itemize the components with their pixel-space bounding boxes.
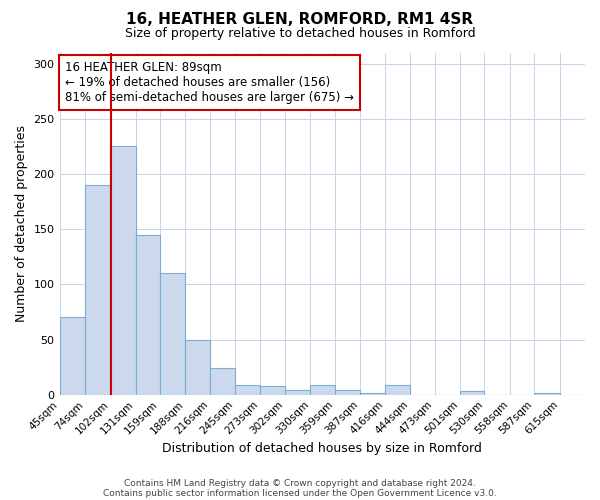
Bar [160, 274, 185, 394]
X-axis label: Distribution of detached houses by size in Romford: Distribution of detached houses by size … [163, 442, 482, 455]
Bar [361, 392, 385, 394]
Y-axis label: Number of detached properties: Number of detached properties [15, 125, 28, 322]
Bar [185, 340, 210, 394]
Text: 16 HEATHER GLEN: 89sqm
← 19% of detached houses are smaller (156)
81% of semi-de: 16 HEATHER GLEN: 89sqm ← 19% of detached… [65, 61, 354, 104]
Bar [136, 234, 160, 394]
Text: Contains public sector information licensed under the Open Government Licence v3: Contains public sector information licen… [103, 488, 497, 498]
Bar [335, 390, 361, 394]
Text: Size of property relative to detached houses in Romford: Size of property relative to detached ho… [125, 28, 475, 40]
Bar [210, 368, 235, 394]
Bar [235, 385, 260, 394]
Bar [260, 386, 285, 394]
Bar [310, 385, 335, 394]
Bar [285, 390, 310, 394]
Text: 16, HEATHER GLEN, ROMFORD, RM1 4SR: 16, HEATHER GLEN, ROMFORD, RM1 4SR [127, 12, 473, 28]
Bar [460, 392, 484, 394]
Bar [59, 318, 85, 394]
Bar [534, 392, 560, 394]
Bar [85, 185, 110, 394]
Bar [385, 385, 410, 394]
Text: Contains HM Land Registry data © Crown copyright and database right 2024.: Contains HM Land Registry data © Crown c… [124, 478, 476, 488]
Bar [110, 146, 136, 394]
